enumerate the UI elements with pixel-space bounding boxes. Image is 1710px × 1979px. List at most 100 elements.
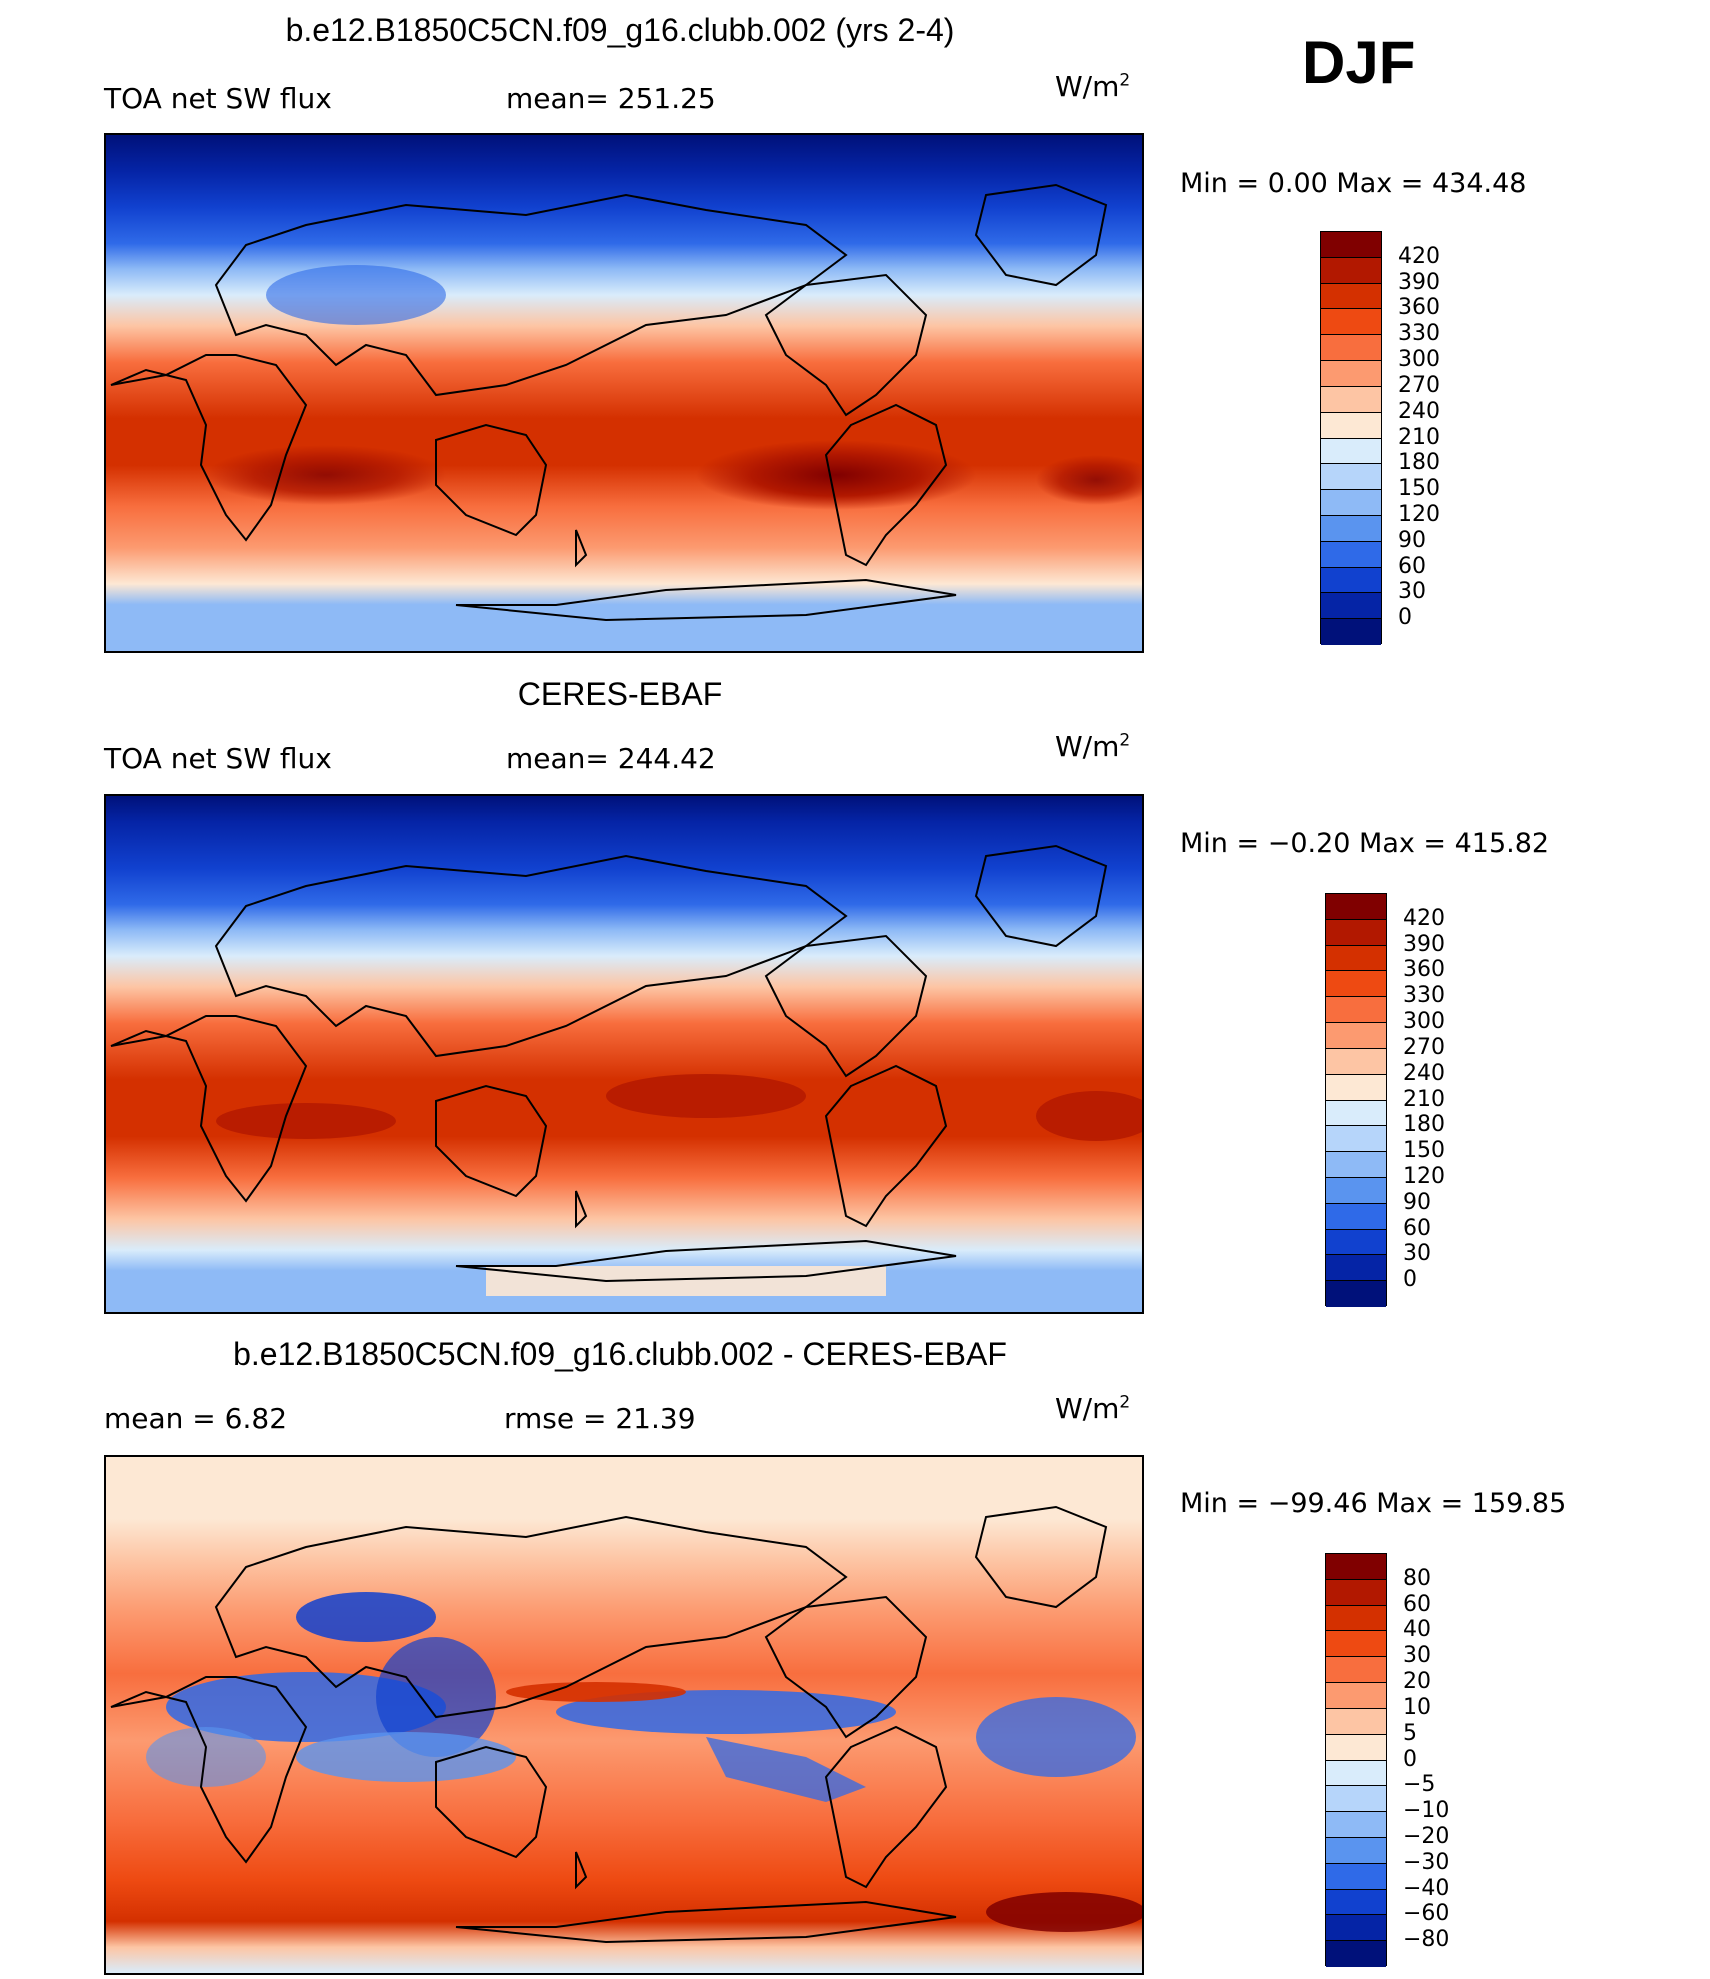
colorbar-tick-label: 300: [1403, 1009, 1445, 1035]
colorbar-segment: [1326, 1048, 1386, 1075]
panel2-colorbar: [1325, 893, 1387, 1307]
colorbar-tick-label: 80: [1403, 1565, 1431, 1591]
colorbar-tick-label: 360: [1398, 295, 1440, 321]
colorbar-tick-label: 30: [1403, 1241, 1431, 1267]
colorbar-tick-label: −10: [1403, 1798, 1450, 1824]
colorbar-segment: [1326, 1631, 1386, 1658]
panel2-map: [104, 794, 1144, 1314]
colorbar-tick-label: 360: [1403, 957, 1445, 983]
colorbar-segment: [1321, 361, 1381, 387]
panel3-title: b.e12.B1850C5CN.f09_g16.clubb.002 - CERE…: [233, 1336, 1007, 1372]
colorbar-segment: [1326, 1100, 1386, 1127]
colorbar-segment: [1326, 1837, 1386, 1864]
colorbar-tick-label: 210: [1403, 1086, 1445, 1112]
panel2-title: CERES-EBAF: [517, 676, 723, 712]
panel2-units: W/m2: [1055, 730, 1131, 763]
colorbar-segment: [1326, 919, 1386, 946]
colorbar-tick-label: −40: [1403, 1875, 1450, 1901]
colorbar-tick-label: 60: [1398, 553, 1426, 579]
colorbar-segment: [1326, 1281, 1386, 1307]
colorbar-segment: [1321, 309, 1381, 336]
panel1-minmax: Min = 0.00 Max = 434.48: [1180, 168, 1527, 199]
colorbar-segment: [1326, 1863, 1386, 1890]
colorbar-tick-label: 60: [1403, 1215, 1431, 1241]
colorbar-segment: [1326, 1203, 1386, 1230]
colorbar-segment: [1321, 412, 1381, 439]
panel3-units: W/m2: [1055, 1392, 1131, 1425]
colorbar-tick-label: 150: [1403, 1138, 1445, 1164]
colorbar-segment: [1326, 894, 1386, 920]
colorbar-segment: [1326, 1708, 1386, 1735]
colorbar-segment: [1326, 1812, 1386, 1838]
colorbar-tick-label: 30: [1398, 579, 1426, 605]
colorbar-segment: [1326, 1657, 1386, 1684]
colorbar-segment: [1326, 1152, 1386, 1178]
panel3-rmse-label: rmse = 21.39: [504, 1402, 696, 1435]
colorbar-segment: [1321, 232, 1381, 258]
colorbar-segment: [1326, 971, 1386, 998]
colorbar-tick-label: −60: [1403, 1901, 1450, 1927]
panel1-colorbar: [1320, 231, 1382, 645]
panel1-title: b.e12.B1850C5CN.f09_g16.clubb.002 (yrs 2…: [285, 12, 955, 48]
colorbar-tick-label: 270: [1403, 1034, 1445, 1060]
panel2-variable-label: TOA net SW flux: [104, 742, 332, 775]
colorbar-segment: [1321, 593, 1381, 620]
panel3-colorbar: [1325, 1553, 1387, 1967]
colorbar-segment: [1321, 541, 1381, 568]
colorbar-tick-label: 90: [1398, 527, 1426, 553]
colorbar-tick-label: 420: [1403, 905, 1445, 931]
colorbar-segment: [1326, 1579, 1386, 1606]
colorbar-tick-label: 240: [1398, 398, 1440, 424]
colorbar-segment: [1326, 1255, 1386, 1282]
colorbar-segment: [1326, 1683, 1386, 1709]
colorbar-segment: [1321, 438, 1381, 465]
colorbar-tick-label: 10: [1403, 1694, 1431, 1720]
colorbar-segment: [1321, 335, 1381, 362]
colorbar-tick-label: 390: [1403, 931, 1445, 957]
season-label: DJF: [1302, 29, 1416, 96]
panel1-mean-label: mean= 251.25: [506, 82, 716, 115]
colorbar-tick-label: 40: [1403, 1617, 1431, 1643]
colorbar-segment: [1326, 1605, 1386, 1632]
colorbar-segment: [1321, 386, 1381, 413]
colorbar-segment: [1321, 619, 1381, 645]
colorbar-segment: [1321, 464, 1381, 491]
colorbar-tick-label: 90: [1403, 1189, 1431, 1215]
colorbar-segment: [1326, 1786, 1386, 1813]
colorbar-segment: [1326, 1760, 1386, 1787]
panel1-variable-label: TOA net SW flux: [104, 82, 332, 115]
colorbar-tick-label: 180: [1398, 450, 1440, 476]
colorbar-segment: [1326, 1734, 1386, 1761]
colorbar-tick-label: −5: [1403, 1772, 1436, 1798]
colorbar-tick-label: 120: [1403, 1163, 1445, 1189]
colorbar-segment: [1326, 1889, 1386, 1916]
colorbar-segment: [1326, 1023, 1386, 1049]
colorbar-tick-label: −80: [1403, 1927, 1450, 1953]
colorbar-tick-label: 0: [1403, 1746, 1417, 1772]
colorbar-tick-label: 20: [1403, 1669, 1431, 1695]
panel2-mean-label: mean= 244.42: [506, 742, 716, 775]
panel3-map: [104, 1455, 1144, 1975]
colorbar-tick-label: 330: [1398, 321, 1440, 347]
colorbar-segment: [1321, 257, 1381, 284]
colorbar-segment: [1326, 1915, 1386, 1942]
panel2-minmax: Min = −0.20 Max = 415.82: [1180, 828, 1550, 859]
colorbar-tick-label: 5: [1403, 1720, 1417, 1746]
colorbar-segment: [1321, 515, 1381, 542]
colorbar-tick-label: 210: [1398, 424, 1440, 450]
colorbar-tick-label: 150: [1398, 476, 1440, 502]
panel1-units: W/m2: [1055, 70, 1131, 103]
colorbar-segment: [1326, 1177, 1386, 1204]
colorbar-tick-label: 0: [1398, 605, 1412, 631]
colorbar-segment: [1321, 567, 1381, 594]
colorbar-tick-label: 120: [1398, 501, 1440, 527]
colorbar-tick-label: 60: [1403, 1591, 1431, 1617]
colorbar-segment: [1326, 945, 1386, 972]
panel3-mean-label: mean = 6.82: [104, 1402, 288, 1435]
colorbar-tick-label: 30: [1403, 1643, 1431, 1669]
colorbar-tick-label: 270: [1398, 372, 1440, 398]
colorbar-tick-label: −30: [1403, 1849, 1450, 1875]
colorbar-segment: [1326, 1229, 1386, 1256]
colorbar-tick-label: 0: [1403, 1267, 1417, 1293]
colorbar-tick-label: 330: [1403, 983, 1445, 1009]
